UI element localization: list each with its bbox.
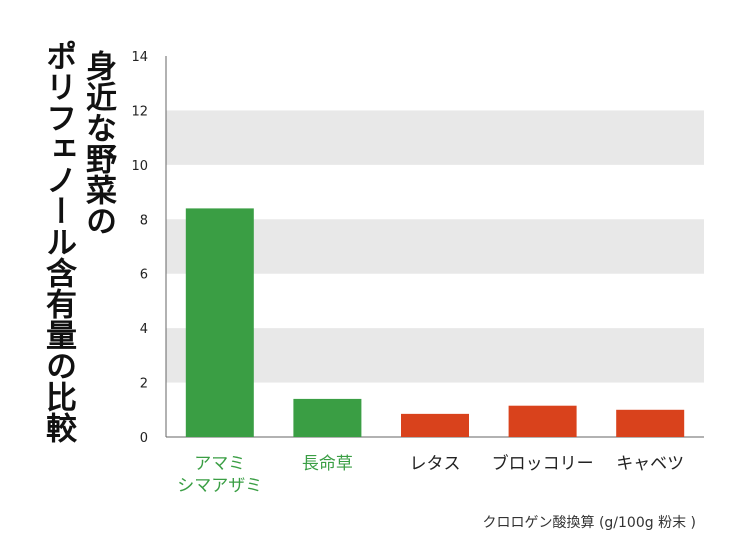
grid-band-2 xyxy=(166,110,704,165)
bar xyxy=(616,409,685,437)
y-tick-label: 12 xyxy=(131,104,148,119)
y-tick-label: 10 xyxy=(131,159,148,174)
x-category-label: アマミ xyxy=(194,454,245,474)
chart-title-line-2: ポリフェノール含有量の比較 xyxy=(40,40,76,443)
x-category-label: 長命草 xyxy=(302,454,353,474)
grid-band-1 xyxy=(166,219,704,274)
y-tick-label: 14 xyxy=(131,50,148,65)
bars xyxy=(185,208,685,437)
y-tick-label: 4 xyxy=(140,322,148,337)
bar xyxy=(401,413,469,437)
y-tick-label: 2 xyxy=(140,377,148,392)
x-category-label: シマアザミ xyxy=(177,476,262,496)
y-tick-label: 8 xyxy=(140,213,148,228)
bar xyxy=(293,398,362,437)
bar xyxy=(185,208,254,437)
grid-band-0 xyxy=(166,328,704,383)
y-tick-label: 6 xyxy=(140,268,148,283)
grid-bands xyxy=(166,110,704,383)
x-category-label: レタス xyxy=(410,454,461,474)
y-tick-labels: 0 2 4 6 8 10 12 14 xyxy=(131,50,148,446)
x-axis-label: クロロゲン酸換算 (g/100g 粉末 ) xyxy=(483,515,697,531)
chart-title-line-1: 身近な野菜の xyxy=(80,50,116,236)
y-tick-label: 0 xyxy=(140,431,148,446)
x-category-label: キャベツ xyxy=(616,454,684,474)
bar xyxy=(508,405,577,437)
x-category-label: ブロッコリー xyxy=(492,453,594,474)
chart-title: 身近な野菜の ポリフェノール含有量の比較 xyxy=(40,40,120,460)
